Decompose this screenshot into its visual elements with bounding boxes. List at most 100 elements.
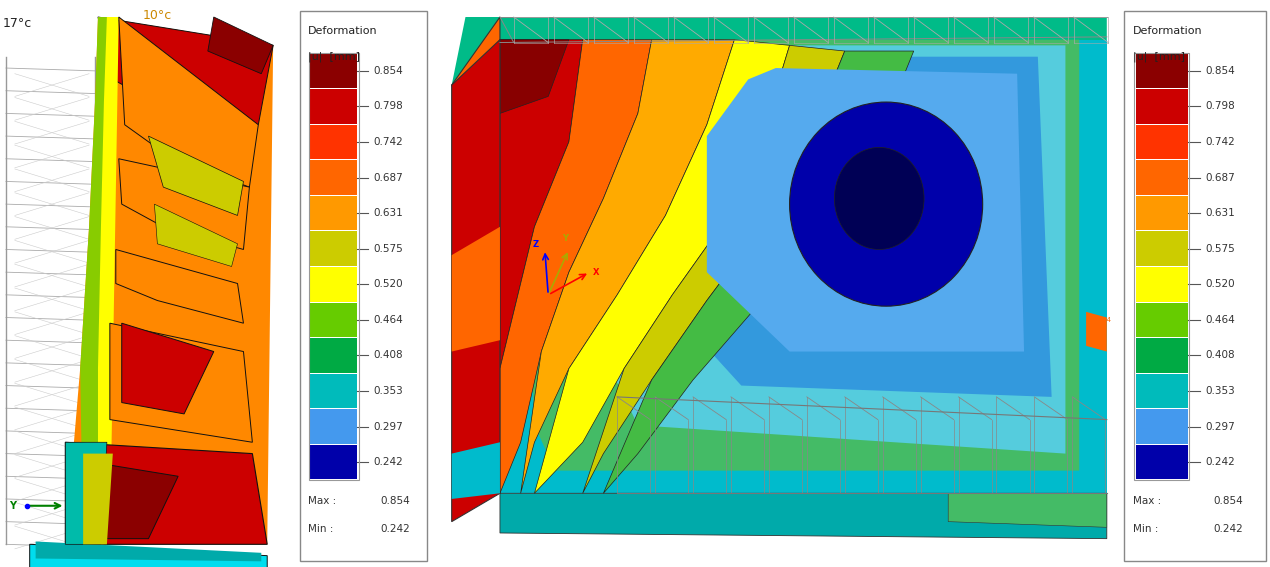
Polygon shape — [80, 17, 113, 544]
Polygon shape — [500, 40, 569, 113]
Bar — [310, 338, 357, 373]
Text: 0.353: 0.353 — [373, 386, 403, 396]
Text: Max :: Max : — [1133, 496, 1161, 506]
Polygon shape — [500, 40, 1106, 493]
Polygon shape — [949, 493, 1106, 527]
Text: Max :: Max : — [307, 496, 335, 506]
Polygon shape — [500, 40, 1106, 493]
Text: 17°c: 17°c — [3, 17, 32, 30]
Bar — [1135, 54, 1187, 88]
Bar — [1135, 196, 1187, 230]
Text: 0.408: 0.408 — [1205, 350, 1236, 361]
Polygon shape — [1086, 312, 1106, 352]
Bar — [1134, 53, 1189, 480]
Bar — [1135, 338, 1187, 373]
Polygon shape — [83, 454, 113, 544]
Text: 0.242: 0.242 — [380, 524, 410, 535]
Bar — [310, 374, 357, 408]
Polygon shape — [535, 40, 790, 493]
Text: 0.242: 0.242 — [1213, 524, 1243, 535]
Text: 0.353: 0.353 — [1205, 386, 1236, 396]
Polygon shape — [74, 459, 178, 539]
Text: |u|  [mm]: |u| [mm] — [307, 51, 359, 62]
Text: Min :: Min : — [1133, 524, 1158, 535]
FancyBboxPatch shape — [1124, 11, 1265, 561]
Text: 0.854: 0.854 — [1205, 66, 1236, 76]
Bar — [310, 303, 357, 337]
Polygon shape — [452, 442, 500, 499]
Polygon shape — [208, 17, 273, 74]
Text: 0.742: 0.742 — [1205, 137, 1236, 147]
Text: 0.631: 0.631 — [1205, 208, 1236, 218]
Bar — [1135, 374, 1187, 408]
Text: 0.242: 0.242 — [373, 457, 403, 467]
Polygon shape — [110, 323, 253, 442]
Polygon shape — [603, 51, 913, 493]
Polygon shape — [155, 204, 237, 266]
Text: Min :: Min : — [307, 524, 333, 535]
Polygon shape — [500, 493, 1106, 539]
Polygon shape — [65, 442, 107, 544]
Polygon shape — [119, 159, 249, 249]
Bar — [310, 267, 357, 302]
Text: 0.798: 0.798 — [1205, 101, 1236, 112]
Text: 0.631: 0.631 — [373, 208, 403, 218]
Bar — [310, 445, 357, 479]
Text: 0.408: 0.408 — [373, 350, 403, 361]
Polygon shape — [500, 40, 583, 493]
Bar — [310, 89, 357, 124]
Polygon shape — [452, 17, 1106, 493]
Bar — [1135, 303, 1187, 337]
Polygon shape — [98, 17, 273, 125]
Text: 0.242: 0.242 — [1205, 457, 1236, 467]
Polygon shape — [36, 541, 262, 561]
Text: 0.687: 0.687 — [1205, 172, 1236, 183]
Text: 10°c: 10°c — [142, 9, 171, 22]
Polygon shape — [707, 68, 1024, 352]
Bar — [1135, 409, 1187, 444]
Bar — [1135, 445, 1187, 479]
Polygon shape — [29, 544, 267, 567]
Text: X: X — [593, 268, 599, 277]
Text: 0.575: 0.575 — [373, 244, 403, 253]
Polygon shape — [119, 17, 258, 187]
Text: 0.742: 0.742 — [373, 137, 403, 147]
Polygon shape — [65, 442, 267, 544]
Text: Y: Y — [563, 234, 568, 243]
Text: 0.520: 0.520 — [373, 280, 403, 289]
Bar — [310, 231, 357, 266]
Polygon shape — [597, 45, 1066, 454]
Polygon shape — [652, 57, 1052, 397]
Text: 0.854: 0.854 — [380, 496, 410, 506]
Polygon shape — [98, 17, 119, 544]
Polygon shape — [452, 40, 500, 522]
Polygon shape — [452, 227, 500, 352]
Bar — [1135, 125, 1187, 159]
Text: |u|  [mm]: |u| [mm] — [1133, 51, 1185, 62]
Bar — [309, 53, 358, 480]
Bar — [1135, 267, 1187, 302]
Polygon shape — [583, 45, 845, 493]
Bar — [1135, 160, 1187, 195]
Bar — [310, 409, 357, 444]
Text: 0.854: 0.854 — [1092, 318, 1111, 323]
Polygon shape — [65, 17, 273, 544]
Polygon shape — [527, 40, 1080, 471]
Text: 0.464: 0.464 — [1205, 315, 1236, 325]
Text: 0.297: 0.297 — [1205, 421, 1236, 431]
Text: 0.575: 0.575 — [1205, 244, 1236, 253]
Polygon shape — [149, 136, 244, 215]
Bar — [1135, 231, 1187, 266]
Bar — [310, 54, 357, 88]
Polygon shape — [521, 40, 734, 493]
Text: 0.854: 0.854 — [373, 66, 403, 76]
Ellipse shape — [790, 102, 983, 306]
Bar — [310, 160, 357, 195]
Text: Z: Z — [533, 240, 540, 249]
Text: 0.798: 0.798 — [373, 101, 403, 112]
Text: 0.687: 0.687 — [373, 172, 403, 183]
Polygon shape — [116, 249, 244, 323]
Polygon shape — [122, 323, 213, 414]
Text: Deformation: Deformation — [1133, 26, 1203, 36]
Polygon shape — [500, 40, 652, 493]
